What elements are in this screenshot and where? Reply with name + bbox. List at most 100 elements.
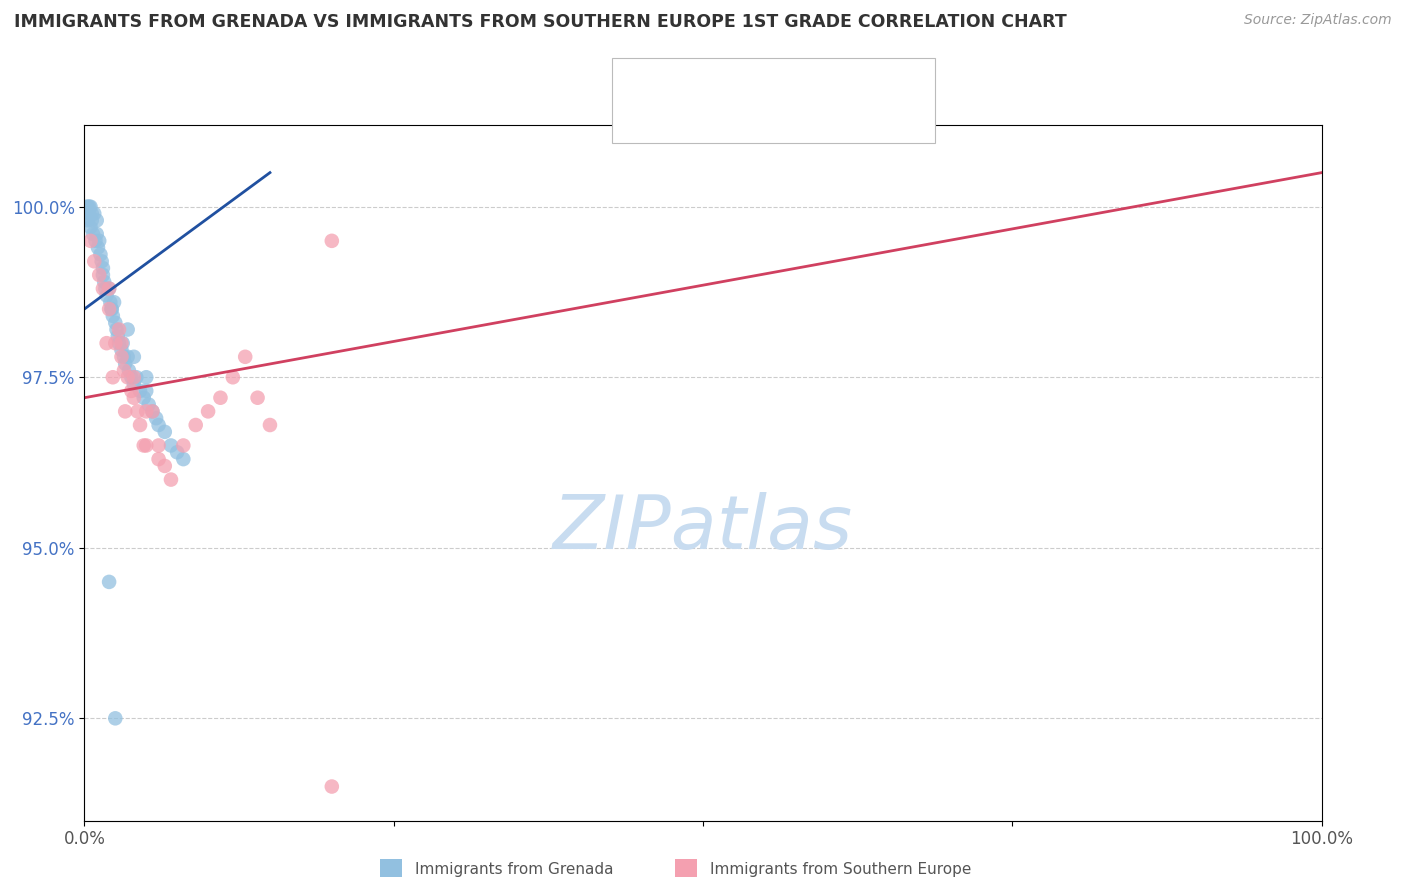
Point	[103, 295, 125, 310]
Point	[82, 227, 104, 241]
Text: Immigrants from Southern Europe: Immigrants from Southern Europe	[710, 863, 972, 877]
Point	[222, 370, 245, 384]
Point	[122, 377, 145, 392]
Point	[172, 438, 194, 452]
Point	[132, 438, 155, 452]
Point	[135, 438, 157, 452]
Point	[96, 336, 118, 351]
Point	[111, 336, 134, 351]
Point	[87, 241, 110, 255]
Point	[79, 220, 101, 235]
Point	[114, 357, 136, 371]
Point	[104, 316, 127, 330]
Point	[86, 227, 108, 241]
Point	[105, 322, 128, 336]
Point	[197, 404, 219, 418]
Point	[89, 247, 111, 261]
Point	[98, 574, 121, 589]
Text: R =: R =	[665, 70, 702, 88]
Point	[79, 200, 101, 214]
Point	[91, 268, 114, 282]
Text: N =: N =	[770, 70, 807, 88]
Point	[110, 350, 132, 364]
Text: Immigrants from Grenada: Immigrants from Grenada	[415, 863, 613, 877]
Point	[114, 404, 136, 418]
Point	[118, 363, 141, 377]
Point	[101, 370, 124, 384]
Point	[209, 391, 232, 405]
Point	[125, 370, 148, 384]
Point	[172, 452, 194, 467]
Point	[94, 282, 117, 296]
Point	[135, 384, 157, 398]
Point	[98, 301, 121, 316]
Point	[100, 301, 122, 316]
Point	[79, 200, 101, 214]
Point	[135, 370, 157, 384]
Point	[160, 438, 183, 452]
Point	[153, 425, 176, 439]
Point	[141, 404, 163, 418]
Point	[166, 445, 188, 459]
Point	[96, 288, 118, 302]
Point	[122, 391, 145, 405]
Point	[89, 268, 111, 282]
Point	[129, 417, 152, 432]
Text: IMMIGRANTS FROM GRENADA VS IMMIGRANTS FROM SOUTHERN EUROPE 1ST GRADE CORRELATION: IMMIGRANTS FROM GRENADA VS IMMIGRANTS FR…	[14, 13, 1067, 31]
Point	[91, 261, 114, 276]
Text: 38: 38	[813, 106, 835, 124]
Point	[93, 275, 115, 289]
Text: 0.371: 0.371	[707, 106, 759, 124]
Point	[120, 370, 142, 384]
Point	[120, 384, 142, 398]
Text: Source: ZipAtlas.com: Source: ZipAtlas.com	[1244, 13, 1392, 28]
Point	[321, 234, 343, 248]
Point	[112, 363, 135, 377]
Point	[104, 336, 127, 351]
Point	[77, 213, 100, 227]
Point	[117, 350, 139, 364]
Point	[84, 234, 107, 248]
Point	[108, 322, 131, 336]
Point	[129, 384, 152, 398]
Point	[100, 301, 122, 316]
Point	[112, 350, 135, 364]
Point	[101, 309, 124, 323]
Point	[77, 200, 100, 214]
Point	[122, 350, 145, 364]
Point	[86, 213, 108, 227]
Point	[117, 370, 139, 384]
Text: 0.224: 0.224	[707, 70, 761, 88]
Point	[148, 452, 170, 467]
Point	[83, 254, 105, 268]
Point	[145, 411, 167, 425]
Point	[76, 200, 98, 214]
Point	[148, 438, 170, 452]
Point	[117, 322, 139, 336]
Point	[160, 473, 183, 487]
Point	[104, 711, 127, 725]
Point	[141, 404, 163, 418]
Point	[108, 336, 131, 351]
Point	[233, 350, 256, 364]
Point	[122, 370, 145, 384]
Point	[98, 295, 121, 310]
Point	[110, 336, 132, 351]
Text: N =: N =	[770, 106, 807, 124]
Text: 58: 58	[813, 70, 835, 88]
Point	[91, 282, 114, 296]
Point	[98, 282, 121, 296]
Point	[138, 398, 160, 412]
Point	[98, 282, 121, 296]
Point	[107, 329, 129, 343]
Text: R =: R =	[665, 106, 702, 124]
Point	[80, 206, 103, 220]
Point	[135, 404, 157, 418]
Point	[80, 213, 103, 227]
Text: ZIPatlas: ZIPatlas	[553, 492, 853, 565]
Point	[184, 417, 207, 432]
Point	[259, 417, 281, 432]
Point	[110, 343, 132, 357]
Point	[79, 206, 101, 220]
Point	[148, 417, 170, 432]
